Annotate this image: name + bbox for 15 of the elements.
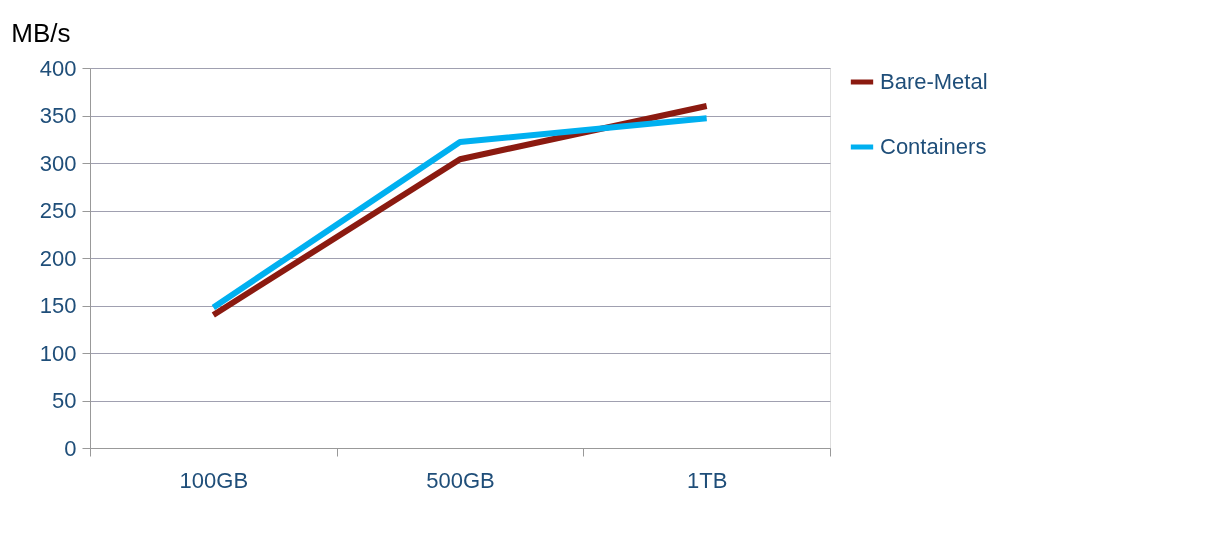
- legend-label: Containers: [880, 134, 987, 159]
- y-tick-label: 0: [64, 435, 77, 461]
- x-tick-label: 500GB: [426, 467, 495, 493]
- y-tick-label: 50: [52, 388, 77, 413]
- y-tick-label: 400: [39, 55, 77, 81]
- y-tick-label: 250: [39, 198, 77, 223]
- y-tick-label: 300: [39, 150, 77, 176]
- y-tick-label: 100: [39, 340, 77, 366]
- y-tick-label: 150: [39, 293, 77, 318]
- x-tick-label: 1TB: [686, 467, 728, 493]
- y-axis-title: MB/s: [11, 17, 71, 48]
- y-tick-label: 350: [39, 103, 77, 128]
- y-tick-label: 200: [39, 245, 77, 271]
- x-tick-label: 100GB: [179, 467, 249, 493]
- legend-label: Bare-Metal: [880, 69, 988, 94]
